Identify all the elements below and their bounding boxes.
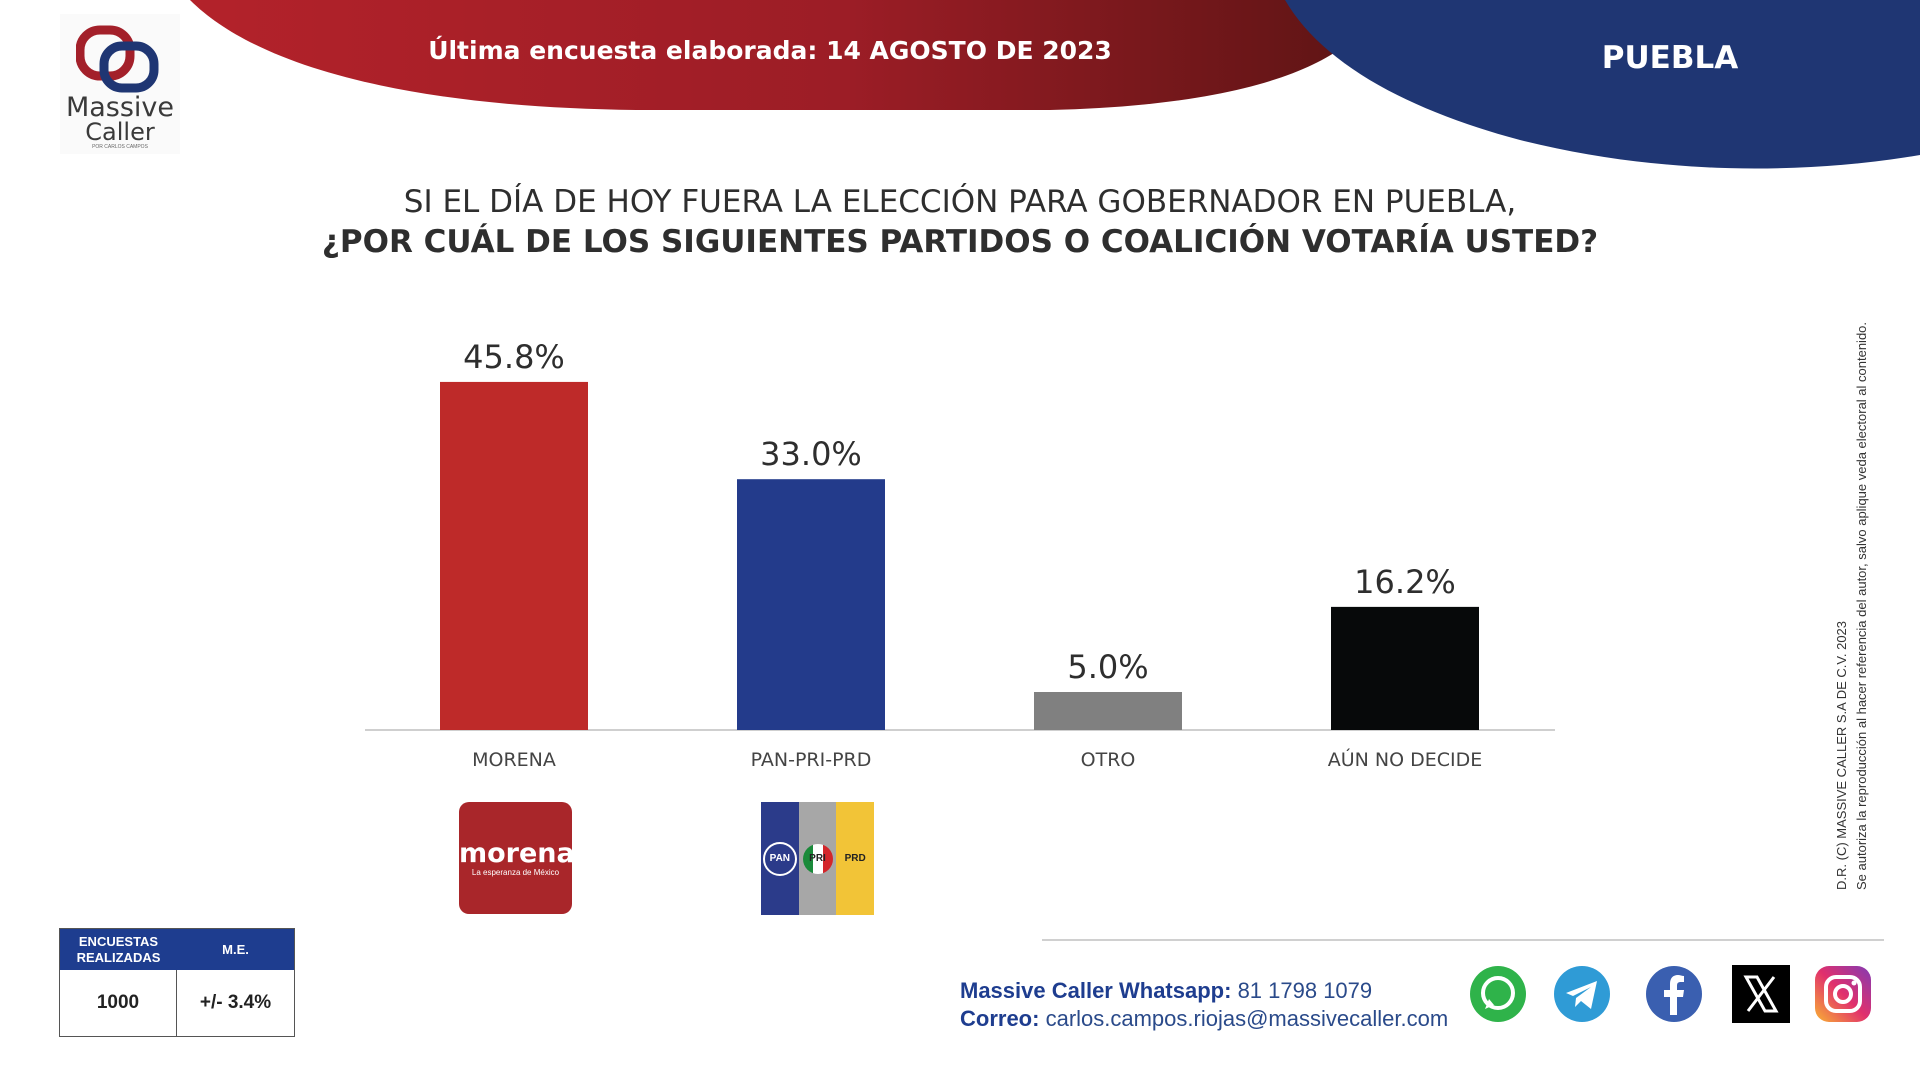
- logo-mark-icon: [76, 25, 159, 93]
- category-label: MORENA: [472, 749, 556, 771]
- whatsapp-label: Massive Caller Whatsapp:: [960, 978, 1232, 1003]
- question-line-2: ¿POR CUÁL DE LOS SIGUIENTES PARTIDOS O C…: [321, 224, 1599, 260]
- morena-logo-tagline: La esperanza de México: [471, 868, 560, 877]
- bar-value-label: 16.2%: [1354, 563, 1456, 601]
- facebook-icon[interactable]: [1643, 963, 1705, 1025]
- whatsapp-number: 81 1798 1079: [1237, 978, 1373, 1003]
- category-label: AÚN NO DECIDE: [1328, 747, 1483, 771]
- pan-emblem-icon: PAN: [762, 841, 797, 876]
- bar-4: [1331, 606, 1479, 730]
- bar-value-label: 5.0%: [1067, 648, 1148, 686]
- logo-text-massive: Massive: [65, 92, 175, 123]
- pan-pri-prd-coalition-logo: PAN PRI PRD: [761, 802, 875, 915]
- surveys-value: 1000: [60, 970, 177, 1036]
- bar-1: [440, 381, 588, 730]
- region-title: PUEBLA: [1601, 40, 1739, 76]
- bar-2: [737, 479, 885, 730]
- category-label: PAN-PRI-PRD: [751, 749, 872, 771]
- logo-text-caller: Caller: [85, 118, 155, 146]
- margin-error-header: M.E.: [177, 929, 294, 970]
- morena-party-logo: morena La esperanza de México: [459, 802, 575, 914]
- footer-divider: [1042, 939, 1884, 941]
- surveys-header: ENCUESTAS REALIZADAS: [60, 929, 177, 970]
- copyright-watermark: D.R. (C) MASSIVE CALLER S.A DE C.V. 2023…: [1832, 322, 1872, 890]
- morena-logo-name: morena: [459, 838, 575, 869]
- margin-error-value: +/- 3.4%: [199, 992, 272, 1013]
- pri-emblem-icon: PRI: [802, 843, 833, 874]
- bar-3: [1034, 692, 1182, 730]
- logo-tagline: POR CARLOS CAMPOS: [92, 144, 148, 150]
- email-contact: Correo: carlos.campos.riojas@massivecall…: [960, 1006, 1448, 1032]
- prd-emblem-icon: PRD: [844, 853, 866, 864]
- massive-caller-logo: Massive Caller POR CARLOS CAMPOS: [60, 14, 180, 154]
- question-line-1: SI EL DÍA DE HOY FUERA LA ELECCIÓN PARA …: [403, 184, 1517, 220]
- survey-date-banner: Última encuesta elaborada: 14 AGOSTO DE …: [428, 36, 1112, 65]
- copyright-line: D.R. (C) MASSIVE CALLER S.A DE C.V. 2023: [1834, 620, 1849, 890]
- email-address: carlos.campos.riojas@massivecaller.com: [1045, 1006, 1449, 1031]
- email-label: Correo:: [960, 1006, 1040, 1031]
- telegram-icon[interactable]: [1551, 963, 1613, 1025]
- sample-info-table: ENCUESTAS REALIZADAS M.E. 1000 +/- 3.4%: [59, 928, 295, 1037]
- bar-value-label: 45.8%: [463, 338, 565, 376]
- whatsapp-contact: Massive Caller Whatsapp: 81 1798 1079: [960, 978, 1372, 1004]
- whatsapp-icon[interactable]: [1467, 963, 1529, 1025]
- instagram-icon[interactable]: [1812, 963, 1874, 1025]
- bar-value-label: 33.0%: [760, 435, 862, 473]
- x-icon[interactable]: [1730, 963, 1792, 1025]
- reproduction-notice: Se autoriza la reproducción al hacer ref…: [1854, 321, 1869, 890]
- category-label: OTRO: [1081, 749, 1136, 771]
- vote-bar-chart: 45.8% MORENA 33.0% PAN-PRI-PRD 5.0% OTRO 16.2%…: [365, 338, 1555, 771]
- header-banner: [190, 0, 1920, 169]
